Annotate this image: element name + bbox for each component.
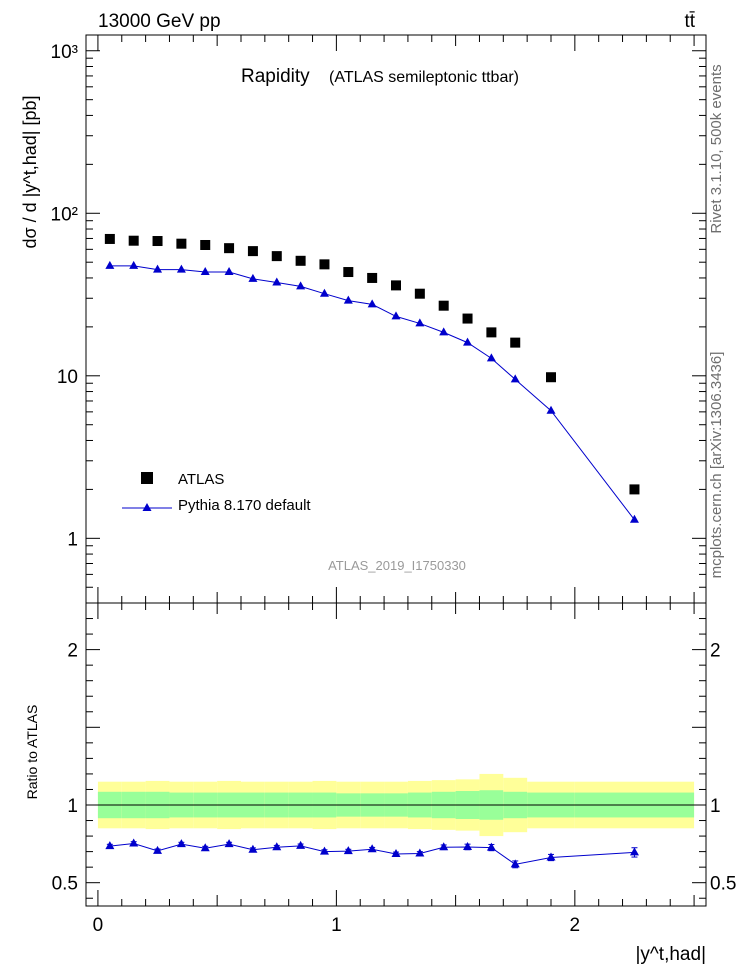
mc-ratio-point xyxy=(439,842,449,851)
atlas-data-point xyxy=(629,484,640,495)
ratio-panel-frame xyxy=(85,602,707,907)
atlas-data-point xyxy=(343,267,354,278)
atlas-data-point xyxy=(367,272,378,283)
mc-ratio-line xyxy=(109,843,635,865)
atlas-data-point xyxy=(200,239,211,250)
mc-ratio-point xyxy=(510,859,520,868)
mc-main-point xyxy=(510,374,520,383)
mc-ratio-point xyxy=(486,842,496,851)
main-y-axis-title: dσ / d |y^t,had| [pb] xyxy=(20,96,40,249)
tick-labels: 1 10 10² 10³ 0.5 0.5 1 1 2 2 0 1 2 xyxy=(51,42,737,936)
atlas-data-point xyxy=(546,372,556,383)
plot-frames xyxy=(85,34,707,907)
mc-main-point xyxy=(439,327,449,336)
mcplots-label: mcplots.cern.ch [arXiv:1306.3436] xyxy=(708,352,725,579)
atlas-data-point xyxy=(462,313,473,324)
mc-main-point xyxy=(319,288,329,297)
legend-mc-marker xyxy=(142,503,152,511)
ratio-y-tick-label-right: 2 xyxy=(710,641,721,662)
mc-ratio-point xyxy=(153,845,163,854)
rivet-version-label: Rivet 3.1.10, 500k events xyxy=(708,64,725,233)
mc-ratio-point xyxy=(415,848,425,857)
mc-ratio-point xyxy=(391,848,401,857)
legend-data-marker xyxy=(141,472,153,484)
energy-label: 13000 GeV pp xyxy=(98,11,221,32)
mc-ratio-point xyxy=(343,846,353,855)
mc-ratio-point xyxy=(200,843,210,852)
main-y-tick-label: 10 xyxy=(57,367,78,388)
mc-ratio-point xyxy=(367,844,377,853)
atlas-data-point xyxy=(438,300,449,311)
mc-ratio-point xyxy=(272,842,282,851)
x-axis-title: |y^t,had| xyxy=(635,944,706,965)
mc-main-point xyxy=(272,277,282,286)
atlas-data-point xyxy=(247,246,258,257)
atlas-data-point xyxy=(486,327,497,338)
mc-ratio-point xyxy=(224,839,234,848)
mc-main-point xyxy=(546,405,556,414)
x-tick-label: 1 xyxy=(331,915,342,936)
mc-ratio-point xyxy=(463,841,473,850)
atlas-data-point xyxy=(176,238,187,249)
main-y-tick-label: 1 xyxy=(67,529,78,550)
atlas-data-point xyxy=(414,288,425,299)
x-tick-label: 2 xyxy=(570,915,581,936)
mc-main-point xyxy=(486,353,496,362)
mc-main-point xyxy=(105,260,115,269)
ratio-y-axis-title: Ratio to ATLAS xyxy=(24,705,40,800)
mc-ratio-point xyxy=(129,838,139,847)
mc-main-point xyxy=(296,281,306,290)
mc-ratio-point xyxy=(176,839,186,848)
atlas-data-point xyxy=(128,235,139,246)
mc-main-point xyxy=(176,264,186,273)
plot-subtitle: (ATLAS semileptonic ttbar) xyxy=(329,69,519,86)
ratio-y-tick-label: 0.5 xyxy=(52,874,78,895)
mc-main-point xyxy=(248,273,258,282)
x-tick-label: 0 xyxy=(93,915,104,936)
main-y-tick-label: 10² xyxy=(51,204,78,225)
mc-ratio-point xyxy=(546,852,556,861)
legend-mc-label: Pythia 8.170 default xyxy=(178,497,311,514)
data-markers xyxy=(104,233,640,869)
mc-main-point xyxy=(629,514,639,523)
mc-ratio-point xyxy=(629,847,639,856)
mc-main-point xyxy=(224,267,234,276)
mc-main-point xyxy=(343,295,353,304)
plot-title: Rapidity xyxy=(241,66,310,87)
atlas-data-point xyxy=(224,243,235,254)
mc-main-point xyxy=(153,264,163,273)
atlas-data-point xyxy=(295,255,306,266)
axis-ticks xyxy=(86,35,706,906)
mc-main-point xyxy=(200,267,210,276)
main-y-tick-label: 10³ xyxy=(51,42,78,63)
mc-ratio-point xyxy=(105,841,115,850)
legend-data-label: ATLAS xyxy=(178,471,224,488)
atlas-data-point xyxy=(510,337,521,348)
atlas-data-point xyxy=(391,280,401,291)
ratio-y-tick-label-right: 0.5 xyxy=(710,874,736,895)
ratio-y-tick-label: 2 xyxy=(67,641,78,662)
atlas-data-point xyxy=(152,236,163,247)
ratio-y-tick-label: 1 xyxy=(67,796,78,817)
legend: ATLAS Pythia 8.170 default xyxy=(122,471,311,514)
mc-main-point xyxy=(367,299,377,308)
analysis-id: ATLAS_2019_I1750330 xyxy=(328,558,466,573)
mc-main-point xyxy=(391,311,401,320)
process-label: tt̄ xyxy=(684,11,695,32)
mc-main-point xyxy=(463,337,473,346)
atlas-data-point xyxy=(319,259,330,270)
ratio-y-tick-label-right: 1 xyxy=(710,796,721,817)
atlas-data-point xyxy=(104,233,115,244)
mc-main-point xyxy=(129,260,139,269)
mc-ratio-point xyxy=(319,846,329,855)
mc-ratio-point xyxy=(248,844,258,853)
mc-ratio-point xyxy=(296,840,306,849)
mc-main-point xyxy=(415,318,425,327)
mc-main-line xyxy=(109,265,635,521)
atlas-data-point xyxy=(271,251,282,262)
mc-connecting-lines xyxy=(109,265,635,865)
